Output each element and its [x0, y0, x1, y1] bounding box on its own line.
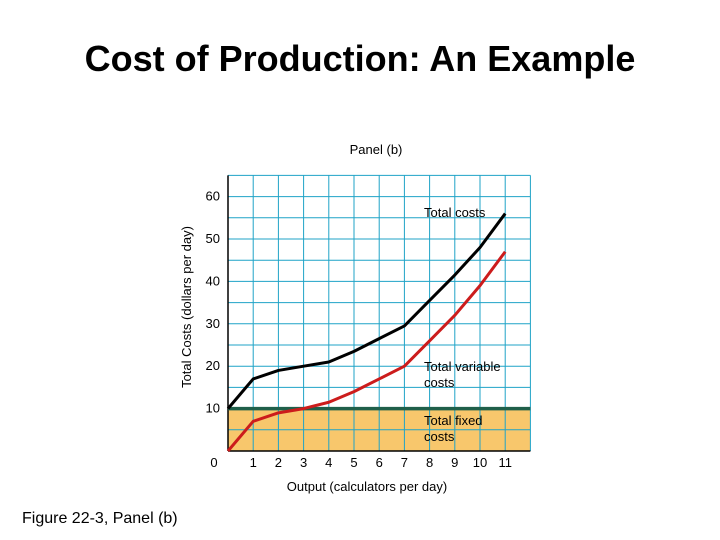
x-tick-label: 5 [350, 455, 357, 470]
x-tick-label: 7 [401, 455, 408, 470]
x-tick-label: 1 [250, 455, 257, 470]
x-tick-label: 4 [325, 455, 332, 470]
x-tick-label: 2 [275, 455, 282, 470]
x-axis-label: Output (calculators per day) [287, 479, 447, 494]
fixed-costs-label: costs [424, 429, 455, 444]
x-tick-label: 8 [426, 455, 433, 470]
x-tick-label: 3 [300, 455, 307, 470]
fixed-costs-label: Total fixed [424, 413, 483, 428]
y-tick-label: 50 [206, 231, 220, 246]
chart-axes [227, 175, 531, 452]
y-tick-label: 40 [206, 273, 220, 288]
x-tick-label: 10 [473, 455, 487, 470]
y-tick-label: 60 [206, 189, 220, 204]
variable-costs-line [226, 250, 507, 452]
panel-title: Panel (b) [350, 142, 403, 157]
x-tick-label: 11 [498, 455, 512, 470]
figure-caption: Figure 22-3, Panel (b) [22, 510, 178, 527]
variable-costs-label: costs [424, 375, 455, 390]
variable-costs-label: Total variable [424, 359, 501, 374]
x-tick-label: 6 [376, 455, 383, 470]
chart-lines [226, 212, 531, 452]
x-tick-label: 0 [210, 455, 217, 470]
y-axis-label: Total Costs (dollars per day) [179, 226, 194, 388]
slide-title: Cost of Production: An Example [84, 38, 636, 79]
total-costs-label: Total costs [424, 205, 486, 220]
y-tick-label: 10 [206, 401, 220, 416]
tick-labels: 0 1 2 3 4 5 6 7 8 9 10 11 10 20 30 40 50 60 [206, 189, 512, 470]
y-tick-label: 20 [206, 358, 220, 373]
y-tick-label: 30 [206, 316, 220, 331]
total-costs-line [226, 212, 507, 410]
chart-grid [228, 174, 531, 451]
x-tick-label: 9 [451, 455, 458, 470]
